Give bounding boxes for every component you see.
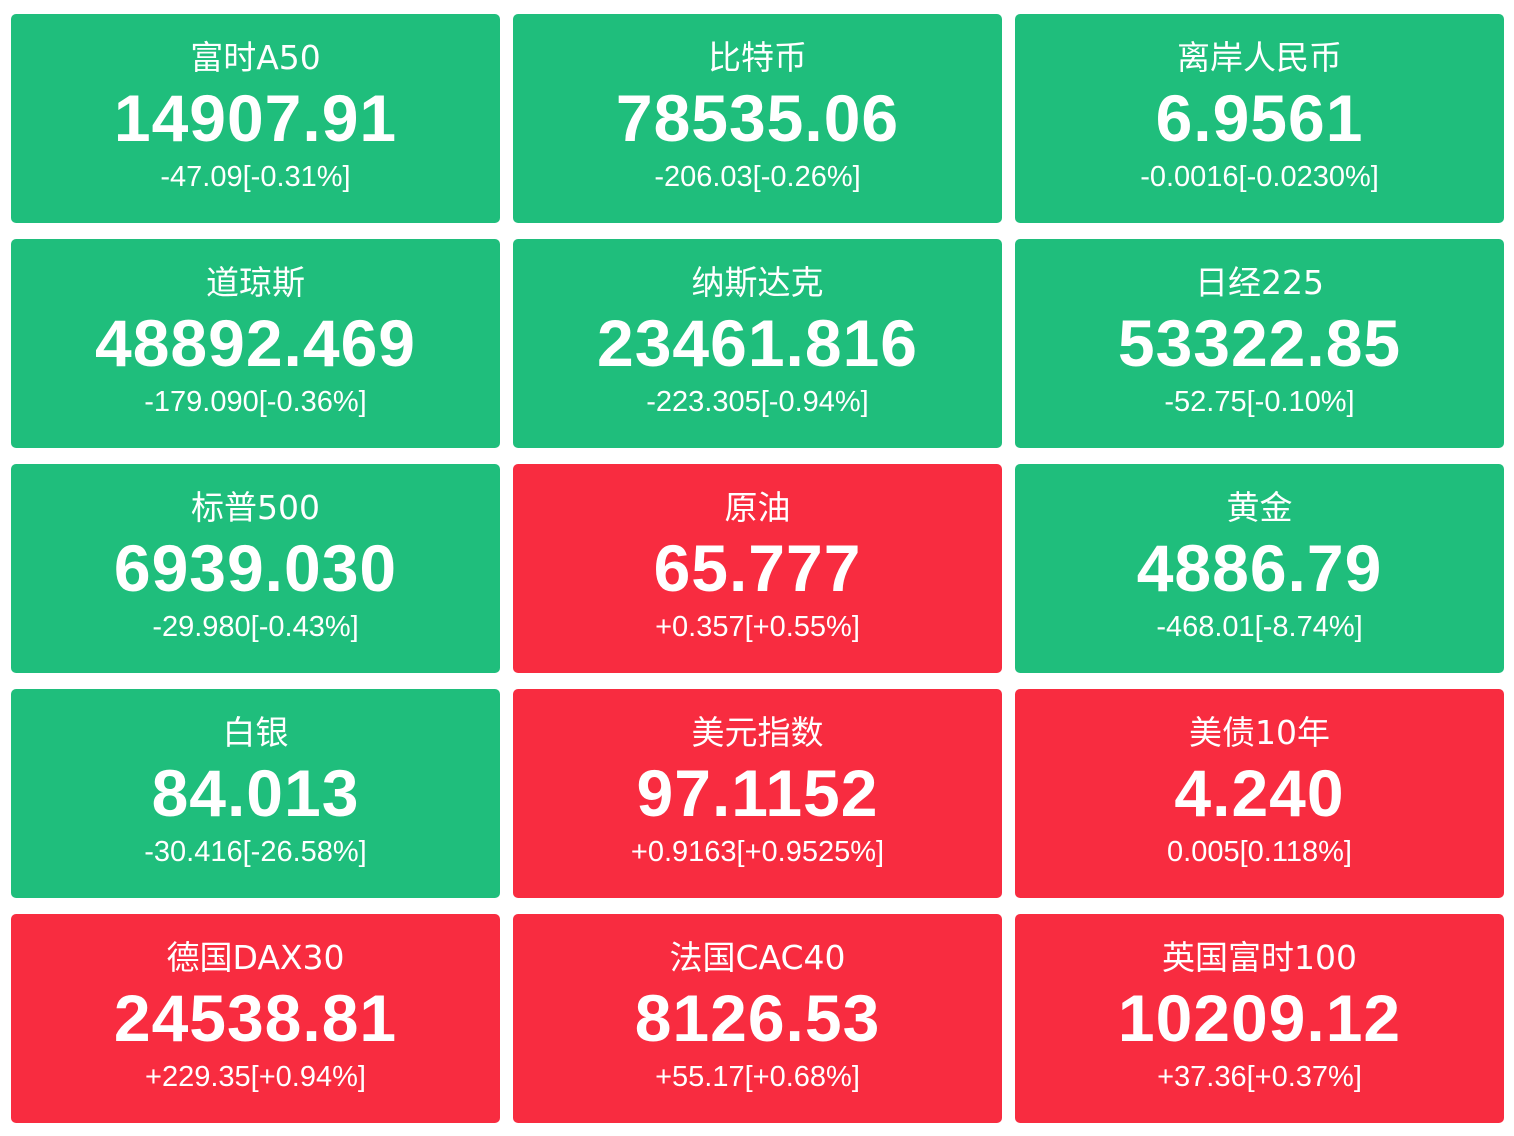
- quote-tile-silver[interactable]: 白银 84.013 -30.416[-26.58%]: [11, 689, 500, 898]
- quote-change: +55.17[+0.68%]: [655, 1061, 860, 1093]
- quote-name: 英国富时100: [1162, 938, 1357, 977]
- quote-change: -223.305[-0.94%]: [646, 386, 869, 418]
- quote-price: 14907.91: [113, 81, 398, 155]
- quote-name: 美债10年: [1189, 713, 1330, 752]
- quote-name: 标普500: [191, 488, 320, 527]
- quote-change: -29.980[-0.43%]: [152, 611, 359, 643]
- quote-tile-ftse-100[interactable]: 英国富时100 10209.12 +37.36[+0.37%]: [1015, 914, 1504, 1123]
- quote-name: 美元指数: [691, 713, 824, 752]
- quote-name: 原油: [724, 488, 791, 527]
- quote-name: 日经225: [1195, 263, 1324, 302]
- quote-tile-nikkei-225[interactable]: 日经225 53322.85 -52.75[-0.10%]: [1015, 239, 1504, 448]
- quote-price: 23461.816: [597, 306, 918, 380]
- quote-tile-bitcoin[interactable]: 比特币 78535.06 -206.03[-0.26%]: [513, 14, 1002, 223]
- quote-tile-ftse-a50[interactable]: 富时A50 14907.91 -47.09[-0.31%]: [11, 14, 500, 223]
- quote-price: 10209.12: [1117, 981, 1402, 1055]
- quote-change: -206.03[-0.26%]: [654, 161, 861, 193]
- quote-change: -30.416[-26.58%]: [144, 836, 367, 868]
- quote-change: +37.36[+0.37%]: [1157, 1061, 1362, 1093]
- quote-price: 65.777: [653, 531, 862, 605]
- quote-tile-us-10y-treasury[interactable]: 美债10年 4.240 0.005[0.118%]: [1015, 689, 1504, 898]
- quote-change: -52.75[-0.10%]: [1164, 386, 1355, 418]
- quote-name: 比特币: [708, 38, 807, 77]
- quote-change: -47.09[-0.31%]: [160, 161, 351, 193]
- quote-name: 纳斯达克: [691, 263, 824, 302]
- quote-tile-us-dollar-index[interactable]: 美元指数 97.1152 +0.9163[+0.9525%]: [513, 689, 1002, 898]
- quote-tile-gold[interactable]: 黄金 4886.79 -468.01[-8.74%]: [1015, 464, 1504, 673]
- quote-price: 97.1152: [636, 756, 879, 830]
- quote-tile-dax30[interactable]: 德国DAX30 24538.81 +229.35[+0.94%]: [11, 914, 500, 1123]
- quote-name: 富时A50: [190, 38, 321, 77]
- quote-price: 4886.79: [1136, 531, 1383, 605]
- market-quote-grid: 富时A50 14907.91 -47.09[-0.31%] 比特币 78535.…: [11, 14, 1504, 1123]
- quote-name: 白银: [222, 713, 289, 752]
- quote-change: +0.357[+0.55%]: [655, 611, 860, 643]
- quote-change: 0.005[0.118%]: [1167, 836, 1352, 868]
- quote-price: 24538.81: [113, 981, 398, 1055]
- quote-name: 德国DAX30: [166, 938, 345, 977]
- quote-tile-nasdaq[interactable]: 纳斯达克 23461.816 -223.305[-0.94%]: [513, 239, 1002, 448]
- quote-change: +229.35[+0.94%]: [145, 1061, 366, 1093]
- quote-change: -179.090[-0.36%]: [144, 386, 367, 418]
- quote-change: +0.9163[+0.9525%]: [630, 836, 885, 868]
- quote-price: 48892.469: [95, 306, 416, 380]
- quote-tile-dow-jones[interactable]: 道琼斯 48892.469 -179.090[-0.36%]: [11, 239, 500, 448]
- quote-change: -0.0016[-0.0230%]: [1140, 161, 1379, 193]
- quote-price: 78535.06: [615, 81, 900, 155]
- quote-tile-offshore-rmb[interactable]: 离岸人民币 6.9561 -0.0016[-0.0230%]: [1015, 14, 1504, 223]
- quote-name: 黄金: [1226, 488, 1293, 527]
- quote-name: 离岸人民币: [1177, 38, 1342, 77]
- quote-name: 法国CAC40: [669, 938, 846, 977]
- quote-tile-sp500[interactable]: 标普500 6939.030 -29.980[-0.43%]: [11, 464, 500, 673]
- quote-price: 53322.85: [1117, 306, 1402, 380]
- quote-tile-cac40[interactable]: 法国CAC40 8126.53 +55.17[+0.68%]: [513, 914, 1002, 1123]
- quote-price: 84.013: [151, 756, 360, 830]
- quote-price: 8126.53: [634, 981, 881, 1055]
- quote-change: -468.01[-8.74%]: [1156, 611, 1363, 643]
- quote-price: 4.240: [1174, 756, 1345, 830]
- quote-price: 6939.030: [113, 531, 398, 605]
- quote-price: 6.9561: [1155, 81, 1364, 155]
- quote-tile-crude-oil[interactable]: 原油 65.777 +0.357[+0.55%]: [513, 464, 1002, 673]
- quote-name: 道琼斯: [206, 263, 305, 302]
